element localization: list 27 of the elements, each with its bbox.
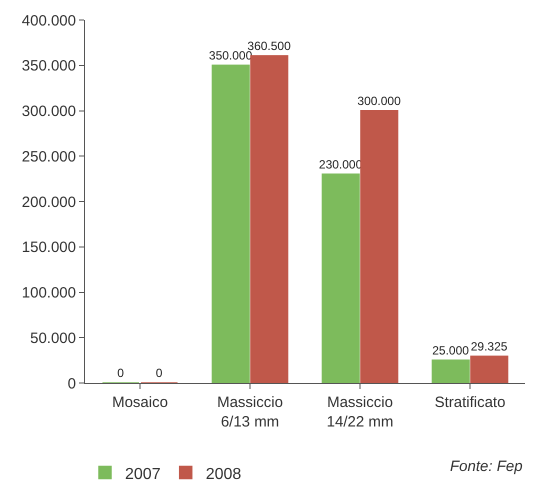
x-tick-label: Massiccio 6/13 mm <box>217 394 283 430</box>
data-label: 0 <box>156 366 163 380</box>
data-label: 25.000 <box>432 343 470 358</box>
y-tick-label: 100.000 <box>22 284 76 302</box>
y-tick-label: 400.000 <box>22 12 76 30</box>
y-tick-label: 350.000 <box>22 58 76 75</box>
bar <box>250 55 288 383</box>
x-tick-label: Massiccio 14/22 mm <box>326 394 394 430</box>
bar <box>212 64 250 383</box>
data-label: 0 <box>117 366 124 380</box>
data-label: 300.000 <box>357 94 402 108</box>
legend-label: 2007 <box>125 466 161 483</box>
x-tick-label: Mosaico <box>112 394 168 411</box>
bar <box>360 110 398 383</box>
y-tick-label: 250.000 <box>22 148 76 166</box>
bar <box>470 356 508 383</box>
x-tick-label: Stratificato <box>434 394 506 411</box>
y-tick-label: 0 <box>68 375 76 392</box>
y-tick-label: 200.000 <box>22 194 76 211</box>
bar <box>322 174 360 383</box>
data-label: 29.325 <box>470 339 508 354</box>
bar <box>432 360 470 383</box>
source-note: Fonte: Fep <box>450 458 523 475</box>
y-tick-label: 150.000 <box>22 239 76 256</box>
legend-label: 2008 <box>206 466 242 483</box>
y-tick-label: 300.000 <box>22 103 76 120</box>
y-tick-label: 50.000 <box>30 330 76 347</box>
